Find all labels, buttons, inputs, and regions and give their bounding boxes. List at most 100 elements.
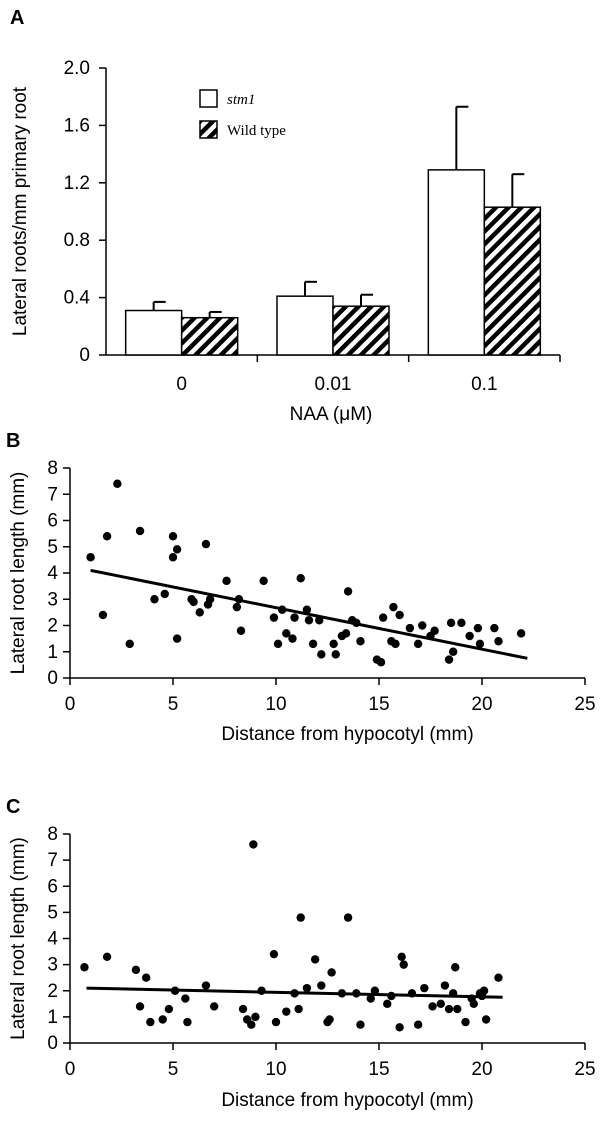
data-point (494, 973, 503, 982)
data-point (440, 981, 450, 990)
y-tick-label: 1 (47, 1007, 58, 1028)
x-tick-label: 0.1 (471, 374, 497, 395)
data-point (273, 639, 283, 649)
y-tick-label: 2 (47, 981, 58, 1002)
data-point (160, 589, 169, 599)
panel-b-scatter-chart: B 0 1 2 3 4 5 6 7 8 0 5 10 15 20 25 Distance from hypoco… (6, 430, 596, 745)
x-tick-label: 15 (368, 694, 389, 715)
trend-line (86, 986, 503, 999)
data-point (378, 613, 388, 622)
data-point (168, 532, 178, 541)
data-point (516, 629, 526, 638)
data-point (356, 637, 365, 646)
data-point (481, 1015, 491, 1024)
data-point (376, 658, 386, 667)
data-point (436, 999, 445, 1009)
panel-letter: C (6, 796, 20, 818)
data-point (325, 1015, 334, 1024)
data-point (113, 479, 122, 488)
x-tick-label: 20 (471, 694, 492, 715)
x-tick-label: 0 (176, 374, 187, 395)
data-point (259, 576, 268, 586)
data-point (356, 1020, 365, 1029)
data-point (395, 610, 404, 620)
panel-letter: A (10, 7, 24, 29)
data-point (142, 973, 151, 982)
data-point (444, 1004, 454, 1014)
data-point (370, 986, 380, 995)
data-point (269, 613, 279, 622)
x-axis-title: NAA (μM) (290, 404, 373, 425)
data-point (86, 553, 95, 562)
data-point (457, 618, 466, 628)
data-point (366, 994, 375, 1003)
y-tick-label: 4 (47, 563, 58, 584)
y-tick-label: 2 (47, 616, 58, 637)
y-tick-label: 0 (47, 668, 58, 689)
y-axis-title: Lateral roots/mm primary root (10, 86, 31, 336)
y-tick-label: 0.4 (64, 288, 91, 309)
data-point (446, 618, 456, 628)
panel-a-bar-chart: A 0 0.4 0.8 1.2 1.6 2.0 0 0.01 0.1 stm1 Wild type NA… (10, 7, 561, 425)
legend-label: stm1 (227, 92, 255, 108)
x-tick-label: 10 (265, 1059, 286, 1080)
data-point (249, 840, 258, 849)
data-point (413, 639, 423, 649)
data-point (397, 952, 406, 961)
y-tick-label: 5 (47, 537, 58, 558)
data-point (131, 965, 141, 975)
x-tick-label: 0.01 (315, 374, 352, 395)
data-point (183, 1017, 192, 1027)
x-tick-label: 5 (168, 694, 179, 715)
data-point (271, 1017, 281, 1027)
legend-label: Wild type (227, 123, 286, 139)
y-tick-label: 0 (47, 1033, 58, 1054)
data-point (343, 587, 353, 596)
data-point (465, 631, 474, 641)
data-point (135, 1002, 145, 1011)
data-point (102, 952, 112, 961)
x-tick-label: 0 (65, 694, 76, 715)
y-axis-title: Lateral root length (mm) (8, 472, 29, 675)
y-tick-label: 2.0 (64, 58, 90, 79)
data-point (201, 539, 211, 549)
y-tick-label: 0.8 (64, 230, 90, 251)
data-point (453, 1004, 462, 1014)
data-point (205, 595, 215, 604)
data-point (479, 986, 489, 995)
data-point (418, 621, 427, 630)
data-point (222, 576, 231, 586)
data-point (164, 1004, 174, 1014)
data-point (296, 574, 305, 583)
y-tick-label: 5 (47, 902, 58, 923)
data-point (428, 1002, 437, 1011)
bar (180, 316, 239, 356)
data-point (395, 1023, 404, 1032)
data-point (405, 623, 415, 633)
data-point (181, 994, 190, 1003)
y-tick-label: 1.6 (64, 115, 90, 136)
x-tick-label: 10 (265, 694, 286, 715)
data-point (232, 602, 242, 612)
y-axis-title: Lateral root length (mm) (8, 837, 29, 1040)
data-point (247, 1020, 256, 1029)
data-point (195, 608, 204, 617)
x-tick-label: 20 (471, 1059, 492, 1080)
x-tick-label: 15 (368, 1059, 389, 1080)
data-point (294, 1004, 303, 1014)
data-point (158, 1015, 167, 1024)
data-point (461, 1017, 470, 1027)
data-point (80, 963, 89, 972)
bar (124, 309, 183, 356)
legend-swatch (199, 89, 218, 108)
data-point (331, 650, 340, 659)
y-tick-label: 3 (47, 589, 58, 610)
y-tick-label: 7 (47, 484, 58, 505)
data-point (317, 981, 326, 990)
trend-line (90, 568, 528, 660)
y-tick-label: 8 (47, 824, 58, 845)
y-tick-label: 0 (79, 345, 90, 366)
data-point (451, 963, 460, 972)
data-point (317, 650, 326, 659)
x-tick-label: 0 (65, 1059, 76, 1080)
